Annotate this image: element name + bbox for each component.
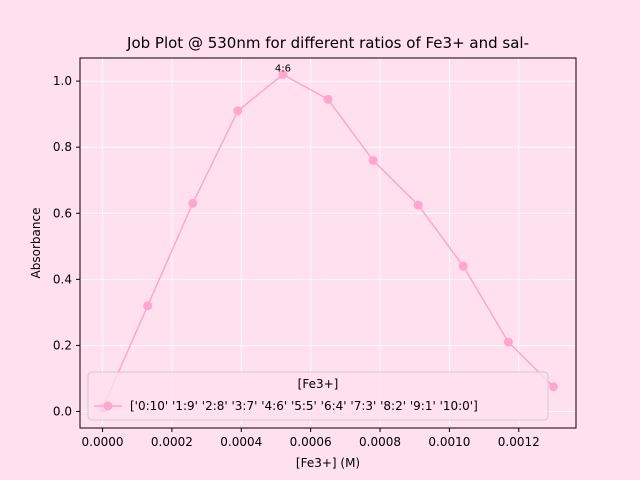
y-tick-label: 0.8 — [53, 140, 72, 154]
x-tick-label: 0.0006 — [290, 435, 332, 449]
y-tick-label: 0.2 — [53, 338, 72, 352]
y-axis-ticks: 0.0 0.2 0.4 0.6 0.8 1.0 — [53, 74, 80, 418]
legend-box — [87, 371, 549, 421]
y-tick-label: 0.0 — [53, 404, 72, 418]
x-axis-label: [Fe3+] (M) — [296, 456, 360, 470]
legend: [Fe3+] ['0:10' '1:9' '2:8' '3:7' '4:6' '… — [87, 371, 549, 421]
data-point — [368, 155, 378, 165]
x-tick-label: 0.0000 — [82, 435, 124, 449]
legend-marker-swatch — [103, 401, 113, 411]
data-point — [143, 301, 153, 311]
chart-title: Job Plot @ 530nm for different ratios of… — [126, 34, 529, 52]
data-point — [188, 198, 198, 208]
axes-frame — [79, 57, 577, 429]
data-point — [503, 337, 513, 347]
legend-entry-label: ['0:10' '1:9' '2:8' '3:7' '4:6' '5:5' '6… — [130, 399, 478, 413]
y-tick-label: 1.0 — [53, 74, 72, 88]
data-point — [323, 94, 333, 104]
annotations: 4:6 — [275, 64, 291, 75]
data-point — [278, 70, 288, 80]
data-point — [413, 200, 423, 210]
x-tick-label: 0.0008 — [359, 435, 401, 449]
data-point — [233, 106, 243, 116]
y-tick-label: 0.6 — [53, 206, 72, 220]
x-tick-label: 0.0004 — [220, 435, 262, 449]
point-annotation: 4:6 — [275, 64, 291, 75]
x-tick-label: 0.0002 — [151, 435, 193, 449]
data-point — [548, 382, 558, 392]
x-axis-ticks: 0.0000 0.0002 0.0004 0.0006 0.0008 0.0010 0.00… — [82, 428, 540, 449]
legend-title: [Fe3+] — [298, 377, 339, 391]
data-point — [458, 261, 468, 271]
y-tick-label: 0.4 — [53, 272, 72, 286]
y-axis-label: Absorbance — [29, 208, 43, 279]
x-tick-label: 0.0012 — [498, 435, 540, 449]
x-tick-label: 0.0010 — [428, 435, 470, 449]
